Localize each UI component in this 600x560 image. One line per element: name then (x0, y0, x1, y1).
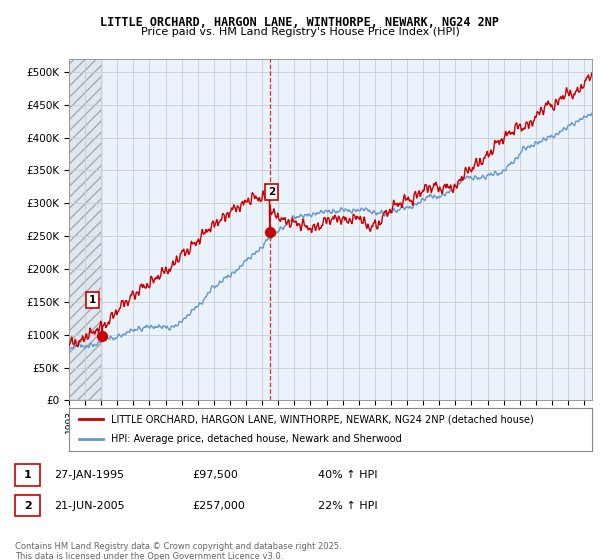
Text: £97,500: £97,500 (192, 470, 238, 480)
Text: 21-JUN-2005: 21-JUN-2005 (54, 501, 125, 511)
Text: 1: 1 (89, 295, 96, 305)
Bar (69, 59, 103, 400)
Text: 22% ↑ HPI: 22% ↑ HPI (318, 501, 377, 511)
Text: 40% ↑ HPI: 40% ↑ HPI (318, 470, 377, 480)
Text: HPI: Average price, detached house, Newark and Sherwood: HPI: Average price, detached house, Newa… (111, 434, 401, 444)
Text: 2: 2 (268, 187, 275, 197)
Text: LITTLE ORCHARD, HARGON LANE, WINTHORPE, NEWARK, NG24 2NP: LITTLE ORCHARD, HARGON LANE, WINTHORPE, … (101, 16, 499, 29)
Text: 2: 2 (24, 501, 31, 511)
Text: LITTLE ORCHARD, HARGON LANE, WINTHORPE, NEWARK, NG24 2NP (detached house): LITTLE ORCHARD, HARGON LANE, WINTHORPE, … (111, 414, 533, 424)
Text: 27-JAN-1995: 27-JAN-1995 (54, 470, 124, 480)
Text: 1: 1 (24, 470, 31, 480)
Text: Contains HM Land Registry data © Crown copyright and database right 2025.
This d: Contains HM Land Registry data © Crown c… (15, 542, 341, 560)
Text: Price paid vs. HM Land Registry's House Price Index (HPI): Price paid vs. HM Land Registry's House … (140, 27, 460, 37)
Text: £257,000: £257,000 (192, 501, 245, 511)
